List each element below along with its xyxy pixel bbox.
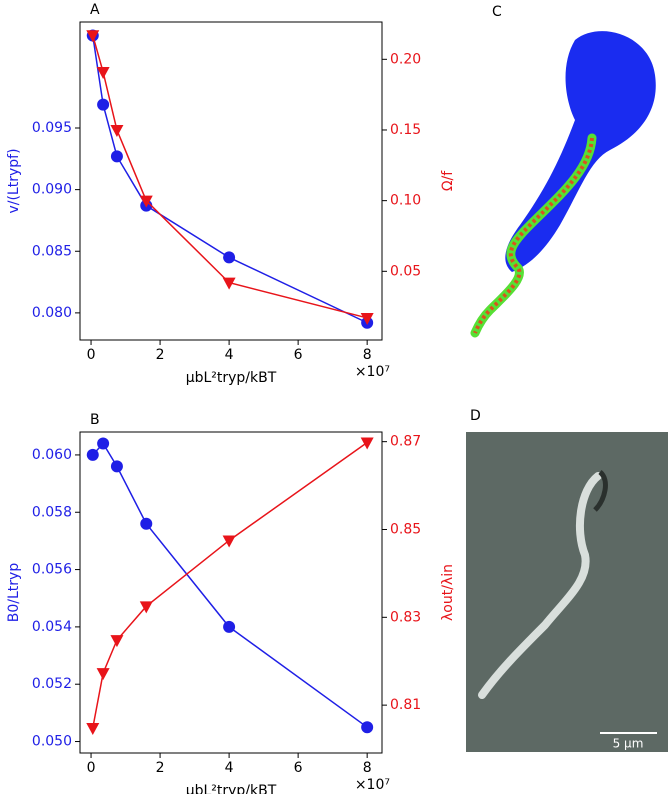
y-axis-label: v/(Ltrypf) bbox=[6, 148, 22, 213]
y-tick-label: 0.095 bbox=[32, 120, 72, 136]
y-tick-label: 0.056 bbox=[32, 562, 72, 578]
x-tick-label: 6 bbox=[294, 347, 303, 363]
y2-tick-label: 0.10 bbox=[390, 193, 421, 209]
point bbox=[110, 150, 123, 163]
point bbox=[361, 721, 374, 734]
y-tick-label: 0.060 bbox=[32, 447, 72, 463]
series-line bbox=[92, 441, 368, 729]
x-tick-label: 6 bbox=[294, 760, 303, 776]
cell-model: C bbox=[470, 4, 656, 338]
point bbox=[96, 67, 110, 80]
point bbox=[97, 98, 110, 111]
image-background bbox=[466, 432, 668, 752]
y-tick-label: 0.050 bbox=[32, 734, 72, 750]
cell-body bbox=[505, 31, 656, 273]
y2-tick-label: 0.85 bbox=[390, 521, 421, 537]
y-tick-label: 0.052 bbox=[32, 676, 72, 692]
x-offset-label: ×10⁷ bbox=[355, 364, 390, 380]
y2-axis-label: Ω/f bbox=[440, 170, 456, 191]
x-tick-label: 8 bbox=[363, 347, 372, 363]
x-axis-label: μbL²tryp/kBT bbox=[186, 370, 277, 386]
scale-bar-label: 5 μm bbox=[613, 737, 644, 751]
point bbox=[86, 722, 100, 735]
micrograph: 5 μm D bbox=[466, 408, 668, 752]
flagellum-core bbox=[473, 137, 594, 334]
point bbox=[96, 668, 110, 681]
series-line bbox=[92, 35, 368, 319]
x-offset-label: ×10⁷ bbox=[355, 777, 390, 793]
point bbox=[110, 124, 124, 137]
point bbox=[110, 635, 124, 648]
x-axis-label: μbL²tryp/kBT bbox=[186, 783, 277, 794]
cell-image bbox=[478, 472, 602, 699]
x-tick-label: 2 bbox=[156, 760, 165, 776]
point bbox=[360, 437, 374, 450]
x-tick-label: 8 bbox=[363, 760, 372, 776]
x-tick-label: 0 bbox=[87, 347, 96, 363]
y2-tick-label: 0.15 bbox=[390, 122, 421, 138]
y2-tick-label: 0.83 bbox=[390, 609, 421, 625]
y-tick-label: 0.054 bbox=[32, 619, 72, 635]
point bbox=[86, 448, 99, 461]
plot-frame bbox=[79, 431, 383, 754]
series-line bbox=[92, 35, 368, 324]
y2-tick-label: 0.05 bbox=[390, 263, 421, 279]
y-tick-label: 0.090 bbox=[32, 182, 72, 198]
point bbox=[139, 195, 153, 208]
point bbox=[110, 460, 123, 473]
plot-frame bbox=[79, 21, 383, 341]
point bbox=[86, 30, 100, 43]
point bbox=[97, 437, 110, 450]
x-tick-label: 2 bbox=[156, 347, 165, 363]
y-tick-label: 0.080 bbox=[32, 305, 72, 321]
panel-label: B bbox=[90, 412, 100, 428]
cell-shadow bbox=[593, 470, 608, 512]
x-tick-label: 4 bbox=[225, 760, 234, 776]
point bbox=[140, 517, 153, 530]
panel-label: A bbox=[90, 2, 100, 18]
point bbox=[360, 312, 374, 325]
y-tick-label: 0.085 bbox=[32, 243, 72, 259]
y-tick-label: 0.058 bbox=[32, 504, 72, 520]
point bbox=[222, 535, 236, 548]
x-tick-label: 4 bbox=[225, 347, 234, 363]
y2-tick-label: 0.20 bbox=[390, 51, 421, 67]
point bbox=[223, 251, 236, 264]
panel-label: D bbox=[470, 408, 481, 424]
y2-tick-label: 0.81 bbox=[390, 697, 421, 713]
y2-tick-label: 0.87 bbox=[390, 434, 421, 450]
y2-axis-label: λout/λin bbox=[440, 564, 456, 621]
panel-label: C bbox=[492, 4, 502, 20]
point bbox=[139, 601, 153, 614]
point bbox=[223, 620, 236, 633]
point bbox=[222, 277, 236, 290]
series-line bbox=[92, 442, 368, 728]
y-axis-label: B0/Ltryp bbox=[6, 563, 22, 623]
x-tick-label: 0 bbox=[87, 760, 96, 776]
